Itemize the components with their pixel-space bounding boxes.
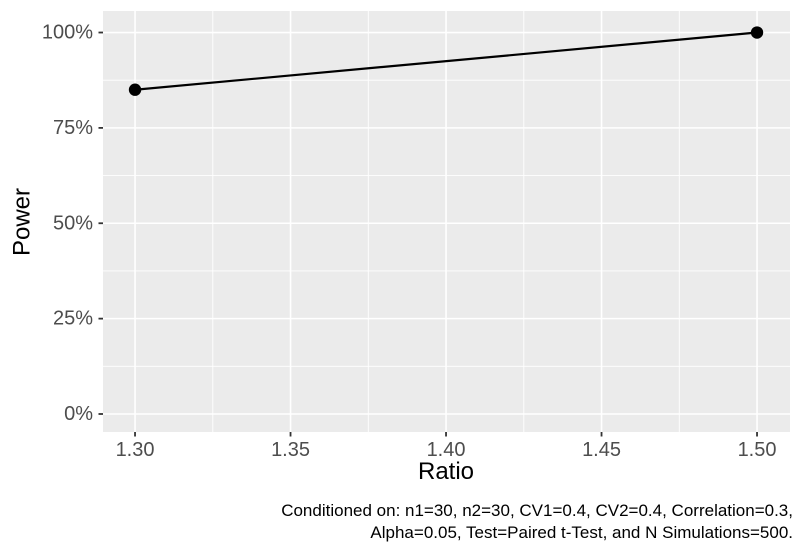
- x-axis-title: Ratio: [418, 458, 474, 485]
- y-axis-title: Power: [9, 188, 36, 256]
- series-line-layer: [134, 31, 758, 91]
- y-tick-label: 100%: [42, 22, 93, 44]
- caption-line-2: Alpha=0.05, Test=Paired t-Test, and N Si…: [370, 523, 793, 542]
- y-tick-label: 50%: [53, 212, 93, 234]
- data-points-layer: [128, 26, 764, 96]
- x-tick-label: 1.30: [116, 439, 155, 461]
- caption-line-1: Conditioned on: n1=30, n2=30, CV1=0.4, C…: [281, 501, 793, 520]
- y-tick-label: 0%: [64, 403, 93, 425]
- major-gridlines: [103, 11, 790, 432]
- axis-tick-labels: 1.30 1.35 1.40 1.45 1.50 0% 25% 50% 75% 100%: [42, 22, 777, 461]
- data-point: [750, 26, 764, 39]
- x-tick-label: 1.40: [427, 439, 466, 461]
- axis-tick-marks: [98, 31, 758, 437]
- series-line: [134, 31, 758, 91]
- y-tick-label: 75%: [53, 117, 93, 139]
- x-tick-label: 1.50: [738, 439, 777, 461]
- x-tick-label: 1.35: [271, 439, 310, 461]
- data-point: [128, 83, 142, 96]
- x-tick-label: 1.45: [582, 439, 621, 461]
- y-tick-label: 25%: [53, 308, 93, 330]
